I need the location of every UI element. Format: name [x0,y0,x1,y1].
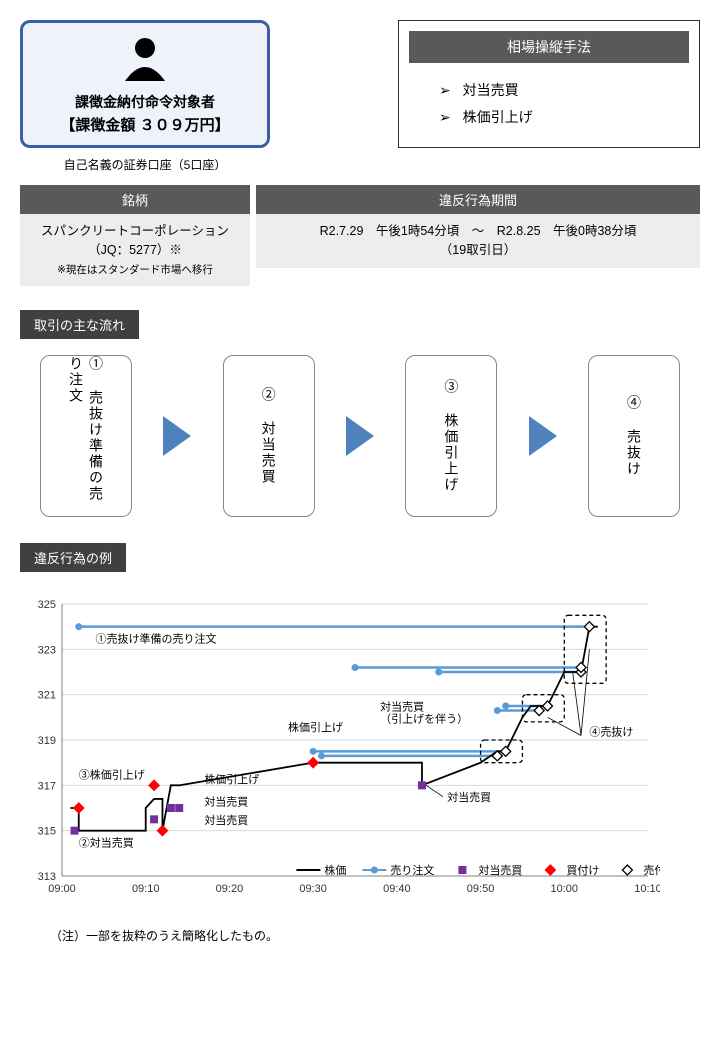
svg-text:10:10: 10:10 [634,883,660,895]
subject-amount: 【課徴金額 ３０９万円】 [33,114,257,135]
svg-text:対当売買: 対当売買 [380,700,424,714]
arrow-icon [529,416,557,456]
info-head: 違反行為期間 [256,185,700,214]
svg-text:321: 321 [38,690,56,702]
info-body: R2.7.29 午後1時54分頃 ～ R2.8.25 午後0時38分頃 （19取… [256,214,700,268]
flow-step-4: ④ 売抜け [588,355,680,517]
chart-note: （注）一部を抜粋のうえ簡略化したもの。 [50,927,700,944]
svg-text:09:30: 09:30 [299,883,327,895]
svg-text:対当売買: 対当売買 [204,813,248,827]
svg-text:対当売買: 対当売買 [204,795,248,809]
svg-text:09:00: 09:00 [48,883,76,895]
svg-text:買付け: 買付け [566,864,599,877]
method-item: 株価引上げ [439,104,679,131]
svg-text:②対当売買: ②対当売買 [79,836,134,850]
info-col-stock: 銘柄 スパンクリートコーポレーション （JQ：5277）※ ※現在はスタンダード… [20,185,250,286]
flow-step-1: ① 売抜け準備の売り注文 [40,355,132,517]
svg-text:株価引上げ: 株価引上げ [288,720,343,734]
flow-step-2: ② 対当売買 [223,355,315,517]
flow-row: ① 売抜け準備の売り注文 ② 対当売買 ③ 株価引上げ ④ 売抜け [20,355,700,517]
arrow-icon [346,416,374,456]
svg-text:売付け: 売付け [643,864,660,877]
svg-text:①売抜け準備の売り注文: ①売抜け準備の売り注文 [95,632,216,646]
svg-text:325: 325 [38,599,56,611]
flow-step-3: ③ 株価引上げ [405,355,497,517]
person-icon [120,33,170,83]
svg-text:313: 313 [38,871,56,883]
subject-title: 課徴金納付命令対象者 [33,92,257,112]
svg-text:10:00: 10:00 [551,883,579,895]
section-flow-tag: 取引の主な流れ [20,310,139,339]
info-note: ※現在はスタンダード市場へ移行 [57,264,213,276]
info-body-text: スパンクリートコーポレーション （JQ：5277）※ [41,224,229,257]
chart-svg: 313 315 317 319 321 323 325 09:00 09:10 09:20 09:3… [20,596,660,916]
method-box: 相場操縦手法 対当売買 株価引上げ [398,20,700,148]
svg-text:株価引上げ: 株価引上げ [204,772,259,786]
svg-text:対当売買: 対当売買 [447,790,491,804]
svg-text:09:10: 09:10 [132,883,160,895]
svg-text:売り注文: 売り注文 [390,863,434,877]
arrow-icon [163,416,191,456]
svg-text:株価: 株価 [324,863,346,877]
top-row: 課徴金納付命令対象者 【課徴金額 ３０９万円】 相場操縦手法 対当売買 株価引上… [20,20,700,148]
svg-text:323: 323 [38,645,56,657]
svg-text:09:20: 09:20 [216,883,244,895]
method-list: 対当売買 株価引上げ [399,73,699,144]
subject-box: 課徴金納付命令対象者 【課徴金額 ３０９万円】 [20,20,270,148]
accounts-caption: 自己名義の証券口座（5口座） [20,156,270,173]
svg-text:③株価引上げ: ③株価引上げ [79,768,145,782]
info-body: スパンクリートコーポレーション （JQ：5277）※ ※現在はスタンダード市場へ… [20,214,250,286]
section-example-tag: 違反行為の例 [20,543,126,572]
info-head: 銘柄 [20,185,250,214]
svg-text:315: 315 [38,826,56,838]
method-item: 対当売買 [439,77,679,104]
info-table: 銘柄 スパンクリートコーポレーション （JQ：5277）※ ※現在はスタンダード… [20,185,700,286]
svg-text:（引上げを伴う）: （引上げを伴う） [380,712,468,726]
svg-text:317: 317 [38,781,56,793]
method-header: 相場操縦手法 [409,31,689,63]
svg-text:④売抜け: ④売抜け [589,725,633,739]
chart: 313 315 317 319 321 323 325 09:00 09:10 09:20 09:3… [20,596,700,921]
info-col-period: 違反行為期間 R2.7.29 午後1時54分頃 ～ R2.8.25 午後0時38… [256,185,700,286]
svg-text:09:50: 09:50 [467,883,495,895]
svg-text:09:40: 09:40 [383,883,411,895]
svg-text:319: 319 [38,735,56,747]
svg-text:対当売買: 対当売買 [478,863,522,877]
